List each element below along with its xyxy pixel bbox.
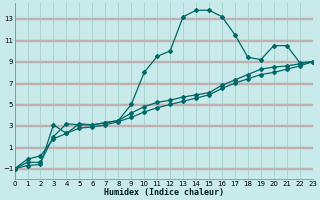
Bar [14,125,313,126]
X-axis label: Humidex (Indice chaleur): Humidex (Indice chaleur) [104,188,224,197]
Bar [14,104,313,105]
Bar [14,147,313,148]
Bar [14,40,313,41]
Bar [14,18,313,19]
Bar [14,83,313,84]
Bar [14,168,313,169]
Bar [14,61,313,62]
